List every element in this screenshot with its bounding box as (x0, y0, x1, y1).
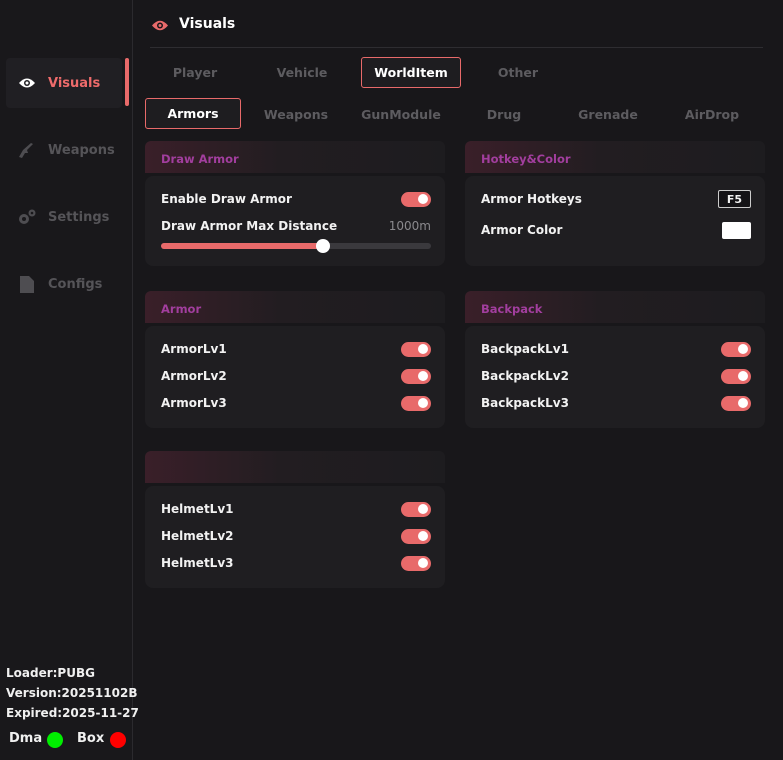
max-distance-label: Draw Armor Max Distance (161, 219, 338, 233)
helmet-panel: HelmetLv1 HelmetLv2 HelmetLv3 (145, 486, 445, 588)
enable-draw-armor-label: Enable Draw Armor (161, 192, 292, 206)
tab-vehicle[interactable]: Vehicle (276, 65, 328, 80)
helmet-lv3-label: HelmetLv3 (161, 556, 234, 570)
box-label: Box (77, 731, 105, 746)
sidebar-item-label: Settings (48, 209, 110, 225)
backpack-lv1-label: BackpackLv1 (481, 342, 569, 356)
page-title: Visuals (179, 16, 236, 32)
box-status-dot (110, 732, 126, 748)
dma-label: Dma (9, 731, 43, 746)
sidebar (0, 0, 133, 760)
subtab-gunmodule[interactable]: GunModule (361, 107, 441, 122)
backpack-lv3-label: BackpackLv3 (481, 396, 569, 410)
helmet-lv1-toggle[interactable] (401, 501, 431, 517)
sidebar-item-visuals[interactable]: Visuals (6, 58, 122, 108)
slider-handle[interactable] (316, 239, 330, 253)
max-distance-value: 1000m (388, 219, 431, 233)
helmet-lv2-toggle[interactable] (401, 528, 431, 544)
subtab-armors[interactable]: Armors (145, 98, 241, 129)
helmet-lv1-label: HelmetLv1 (161, 502, 234, 516)
sidebar-item-weapons[interactable]: Weapons (6, 125, 122, 175)
backpack-lv3-toggle[interactable] (721, 395, 751, 411)
active-indicator (125, 58, 129, 106)
hotkey-color-panel: Armor Hotkeys F5 Armor Color (465, 176, 765, 266)
armor-lv1-label: ArmorLv1 (161, 342, 227, 356)
armor-header: Armor (145, 291, 445, 323)
tab-player[interactable]: Player (172, 65, 218, 80)
helmet-lv3-toggle[interactable] (401, 555, 431, 571)
max-distance-slider[interactable] (161, 239, 431, 253)
draw-armor-header: Draw Armor (145, 141, 445, 173)
eye-icon (6, 77, 48, 89)
file-icon (6, 275, 48, 293)
armor-lv2-toggle[interactable] (401, 368, 431, 384)
armor-lv2-label: ArmorLv2 (161, 369, 227, 383)
backpack-lv2-toggle[interactable] (721, 368, 751, 384)
backpack-lv1-toggle[interactable] (721, 341, 751, 357)
backpack-panel: BackpackLv1 BackpackLv2 BackpackLv3 (465, 326, 765, 428)
loader-info: Loader:PUBG (6, 666, 95, 680)
sidebar-item-configs[interactable]: Configs (6, 259, 122, 309)
backpack-lv2-label: BackpackLv2 (481, 369, 569, 383)
dma-status-dot (47, 732, 63, 748)
armor-hotkey-button[interactable]: F5 (718, 190, 751, 208)
subtab-weapons[interactable]: Weapons (263, 107, 329, 122)
armor-hotkeys-label: Armor Hotkeys (481, 192, 582, 206)
sidebar-item-label: Configs (48, 276, 103, 292)
sidebar-item-settings[interactable]: Settings (6, 192, 122, 242)
slider-fill (161, 243, 323, 249)
header-divider (150, 47, 763, 48)
eye-icon (151, 17, 169, 36)
armor-lv1-toggle[interactable] (401, 341, 431, 357)
draw-armor-panel: Enable Draw Armor Draw Armor Max Distanc… (145, 176, 445, 266)
expiry-info: Expired:2025-11-27 (6, 706, 139, 720)
sidebar-item-label: Visuals (48, 75, 101, 91)
armor-panel: ArmorLv1 ArmorLv2 ArmorLv3 (145, 326, 445, 428)
subtab-drug[interactable]: Drug (486, 107, 522, 122)
subtab-grenade[interactable]: Grenade (578, 107, 638, 122)
gears-icon (6, 208, 48, 226)
hotkey-color-header: Hotkey&Color (465, 141, 765, 173)
enable-draw-armor-toggle[interactable] (401, 191, 431, 207)
armor-lv3-toggle[interactable] (401, 395, 431, 411)
subtab-airdrop[interactable]: AirDrop (684, 107, 740, 122)
armor-lv3-label: ArmorLv3 (161, 396, 227, 410)
tab-worlditem[interactable]: WorldItem (361, 57, 461, 88)
armor-color-label: Armor Color (481, 223, 563, 237)
backpack-header: Backpack (465, 291, 765, 323)
helmet-header (145, 451, 445, 483)
sidebar-item-label: Weapons (48, 142, 115, 158)
tab-other[interactable]: Other (497, 65, 539, 80)
armor-color-swatch[interactable] (722, 221, 751, 239)
helmet-lv2-label: HelmetLv2 (161, 529, 234, 543)
rifle-icon (6, 141, 48, 159)
version-info: Version:20251102B (6, 686, 138, 700)
